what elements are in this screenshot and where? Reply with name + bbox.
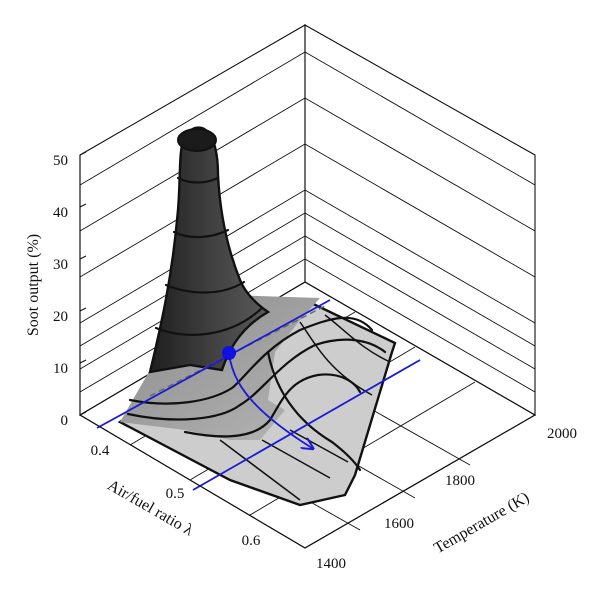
surface-peak-cap <box>177 128 217 152</box>
x-tick-label: 0.5 <box>166 486 185 502</box>
x-tick-label: 0.4 <box>91 443 110 459</box>
z-tick-label: 0 <box>61 413 69 429</box>
axis-tick-mark <box>79 411 87 416</box>
x-tick-label: 0.6 <box>242 533 261 549</box>
y-tick-label: 1800 <box>445 473 475 489</box>
axis-tick-mark <box>79 359 87 364</box>
surface-dashed-edge <box>149 305 326 397</box>
z-tick-label: 40 <box>53 205 68 221</box>
soot-surface <box>117 126 397 507</box>
axis-tick-mark <box>79 307 87 312</box>
guide-line-lower <box>192 359 421 491</box>
operating-point-overlay <box>96 299 421 491</box>
z-tick-label: 50 <box>53 153 68 169</box>
z-tick-label: 10 <box>53 361 68 377</box>
z-tick-label: 20 <box>53 309 68 325</box>
y-tick-labels: 1400 1600 1800 2000 <box>316 426 577 572</box>
z-tick-label: 30 <box>53 257 68 273</box>
axis-tick-mark <box>79 255 87 260</box>
y-tick-label: 2000 <box>547 426 577 442</box>
x-tick-labels: 0.4 0.5 0.6 <box>91 443 261 549</box>
z-axis-title: Soot output (%) <box>25 234 42 336</box>
y-tick-label: 1600 <box>384 516 414 532</box>
operating-point-marker <box>222 346 236 360</box>
wall-gridlines <box>79 51 536 393</box>
z-axis: 0 10 20 30 40 50 Soot output (%) <box>25 151 87 429</box>
y-tick-label: 1400 <box>316 556 346 572</box>
axis-tick-mark <box>79 203 87 208</box>
z-tick-labels: 0 10 20 30 40 50 <box>53 151 87 429</box>
guide-line-upper <box>96 299 331 429</box>
surface-peak <box>148 126 271 374</box>
axis-tick-mark <box>79 151 87 156</box>
y-axis-title: Temperature (K) <box>431 489 532 557</box>
trajectory-arrow <box>228 352 312 448</box>
